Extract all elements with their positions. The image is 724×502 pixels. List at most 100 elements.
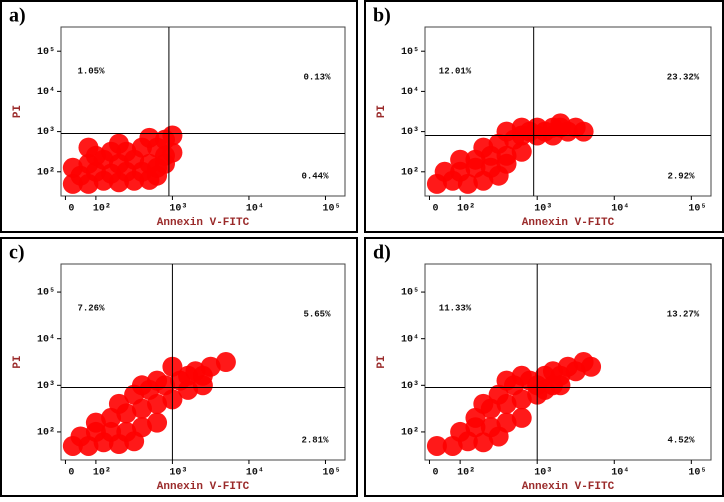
y-tick-label: 10⁴ xyxy=(401,334,419,345)
event-point xyxy=(108,393,129,414)
quadrant-percent: 23.32% xyxy=(667,72,700,82)
x-tick-label: 0 xyxy=(432,204,438,215)
event-point xyxy=(70,426,91,447)
x-tick-label: 10⁴ xyxy=(611,204,629,215)
quadrant-percent: 2.81% xyxy=(301,435,329,445)
y-tick-label: 10² xyxy=(401,428,419,439)
y-tick-label: 10² xyxy=(37,428,55,439)
y-tick-label: 10³ xyxy=(37,127,55,138)
x-tick-label: 10³ xyxy=(169,468,187,479)
event-point xyxy=(116,421,137,442)
event-point xyxy=(573,121,594,142)
y-tick-label: 10³ xyxy=(401,381,419,392)
event-point xyxy=(511,407,532,428)
panel: 0 10² 10³ 10⁴ 10⁵ 10² 10³ 10⁴ 10⁵ d) Annexin V-FIT… xyxy=(364,237,724,497)
x-tick-label: 10⁴ xyxy=(246,468,264,479)
points xyxy=(426,113,594,194)
x-tick-label: 10⁵ xyxy=(322,468,340,479)
x-tick-label: 10² xyxy=(457,468,475,479)
event-point xyxy=(473,137,494,158)
y-tick-label: 10² xyxy=(37,167,55,178)
event-point xyxy=(511,117,532,138)
event-point xyxy=(139,127,160,148)
x-tick-label: 0 xyxy=(68,204,74,215)
panel: 0 10² 10³ 10⁴ 10⁵ 10² 10³ 10⁴ 10⁵ c) Annexin V-FIT… xyxy=(0,237,358,497)
panel-label: a) xyxy=(9,5,26,27)
event-point xyxy=(581,356,602,377)
panel-label: c) xyxy=(9,242,25,264)
panel-label: b) xyxy=(373,5,391,27)
quadrant-percent: 7.26% xyxy=(77,303,105,313)
event-point xyxy=(473,393,494,414)
event-point xyxy=(496,412,517,433)
event-point xyxy=(496,370,517,391)
x-tick-label: 10² xyxy=(93,204,111,215)
y-tick-label: 10⁴ xyxy=(401,87,419,98)
event-point xyxy=(147,412,168,433)
x-axis-title: Annexin V-FITC xyxy=(522,217,615,229)
event-point xyxy=(434,161,455,182)
quadrant-percent: 2.92% xyxy=(667,171,695,181)
event-point xyxy=(450,421,471,442)
event-point xyxy=(550,375,571,396)
event-point xyxy=(139,153,160,174)
quadrant-percent: 0.44% xyxy=(301,171,329,181)
event-point xyxy=(496,121,517,142)
x-axis-title: Annexin V-FITC xyxy=(157,481,250,493)
x-tick-label: 10⁴ xyxy=(246,204,264,215)
x-axis-title: Annexin V-FITC xyxy=(522,481,615,493)
event-point xyxy=(162,142,183,163)
quadrant-percent: 5.65% xyxy=(303,309,331,319)
y-axis-title: PI xyxy=(12,355,24,368)
panel: 0 10² 10³ 10⁴ 10⁵ 10² 10³ 10⁴ 10⁵ a) Annexin V-FIT… xyxy=(0,0,358,233)
y-axis-title: PI xyxy=(12,105,24,118)
event-point xyxy=(511,365,532,386)
event-point xyxy=(78,137,99,158)
y-tick-label: 10⁴ xyxy=(37,334,55,345)
event-point xyxy=(192,375,213,396)
points xyxy=(62,352,236,456)
event-point xyxy=(85,412,106,433)
panel: 0 10² 10³ 10⁴ 10⁵ 10² 10³ 10⁴ 10⁵ b) Annexin V-FIT… xyxy=(364,0,724,233)
y-tick-label: 10⁵ xyxy=(401,288,419,299)
x-tick-label: 10³ xyxy=(534,468,552,479)
x-tick-label: 10⁵ xyxy=(688,468,706,479)
y-tick-label: 10³ xyxy=(401,127,419,138)
event-point xyxy=(108,133,129,154)
quadrant-percent: 12.01% xyxy=(439,66,472,76)
y-tick-label: 10² xyxy=(401,167,419,178)
y-tick-label: 10⁴ xyxy=(37,87,55,98)
x-tick-label: 10² xyxy=(457,204,475,215)
event-point xyxy=(200,356,221,377)
x-axis-title: Annexin V-FITC xyxy=(157,217,250,229)
event-point xyxy=(550,113,571,134)
event-point xyxy=(426,435,447,456)
event-point xyxy=(215,352,236,373)
event-point xyxy=(101,421,122,442)
points xyxy=(62,125,183,194)
quadrant-percent: 4.52% xyxy=(667,435,695,445)
y-axis-title: PI xyxy=(376,355,388,368)
y-tick-label: 10⁵ xyxy=(401,47,419,58)
y-tick-label: 10⁵ xyxy=(37,47,55,58)
y-axis-title: PI xyxy=(376,105,388,118)
event-point xyxy=(131,417,152,438)
event-point xyxy=(147,370,168,391)
quadrant-percent: 11.33% xyxy=(439,303,472,313)
panel-label: d) xyxy=(373,242,391,264)
quadrant-percent: 13.27% xyxy=(667,309,700,319)
quadrant-percent: 1.05% xyxy=(77,66,105,76)
x-tick-label: 0 xyxy=(68,468,74,479)
x-tick-label: 10⁵ xyxy=(322,204,340,215)
event-point xyxy=(162,125,183,146)
y-tick-label: 10³ xyxy=(37,381,55,392)
x-tick-label: 10² xyxy=(93,468,111,479)
event-point xyxy=(473,432,494,453)
x-tick-label: 10⁵ xyxy=(688,204,706,215)
x-tick-label: 10³ xyxy=(534,204,552,215)
event-point xyxy=(131,375,152,396)
y-tick-label: 10⁵ xyxy=(37,288,55,299)
event-point xyxy=(62,157,83,178)
